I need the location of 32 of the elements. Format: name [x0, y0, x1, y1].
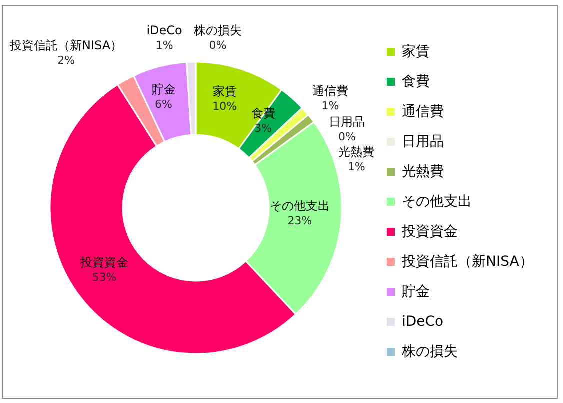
legend-label: その他支出 — [402, 193, 472, 211]
slice-label: 投資信託（新NISA） — [9, 38, 123, 53]
legend-label: 投資資金 — [402, 223, 458, 241]
legend-label: 日用品 — [402, 133, 444, 151]
legend-label: 投資信託（新NISA） — [402, 253, 534, 271]
data-label: 6% — [155, 98, 172, 111]
text: 0% — [209, 39, 227, 52]
slice-label: その他支出 — [270, 198, 330, 213]
data-label: 2% — [58, 54, 76, 68]
data-label: 1% — [322, 100, 340, 113]
data-label: 23% — [288, 214, 312, 228]
slice-label: 投資資金 — [79, 256, 128, 270]
legend-label: 株の損失 — [402, 343, 458, 361]
slice-label: iDeCo — [146, 24, 182, 38]
text: 0% — [338, 130, 356, 144]
data-label: 53% — [92, 271, 117, 284]
category-label: 光熱費 — [338, 144, 375, 159]
legend-label: 通信費 — [402, 103, 444, 121]
slice-label: 通信費 — [312, 84, 349, 98]
legend-label: 家賃 — [402, 43, 430, 61]
data-label: 1% — [156, 39, 174, 52]
legend-label: iDeCo — [402, 314, 444, 330]
category-label: 株の損失 — [194, 24, 242, 38]
data-label: 1% — [348, 160, 366, 174]
data-label: 3% — [254, 122, 272, 135]
legend-label: 食費 — [402, 73, 430, 91]
legend-label: 貯金 — [402, 283, 430, 301]
legend-label: 光熱費 — [402, 163, 444, 181]
data-label: 10% — [212, 100, 238, 113]
category-label: 日用品 — [329, 114, 366, 129]
slice-label: 貯金 — [152, 82, 176, 96]
slice-label: 家賃 — [212, 84, 237, 98]
